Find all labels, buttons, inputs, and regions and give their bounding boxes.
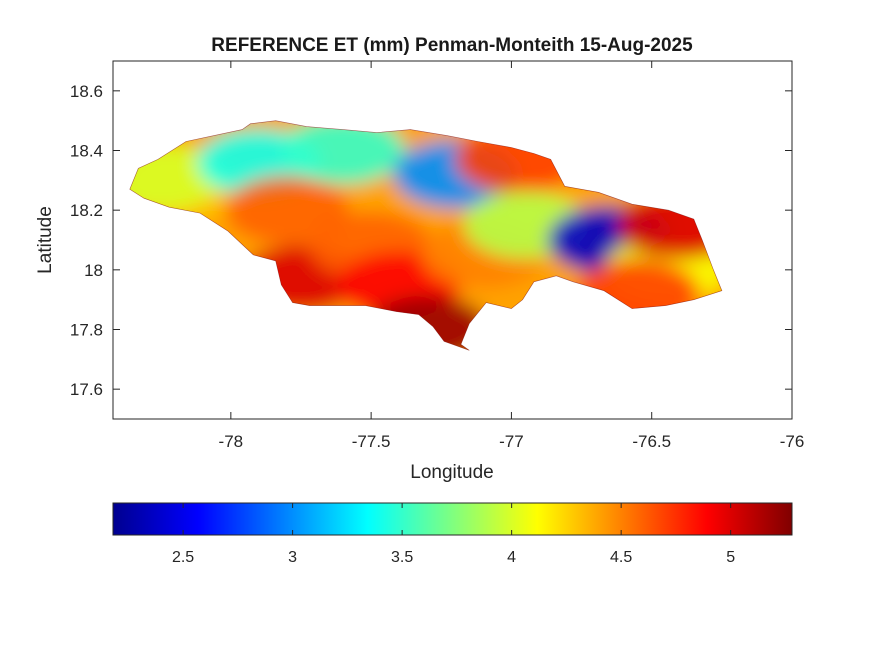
axes-box <box>112 60 793 420</box>
et-hotspot <box>129 143 223 212</box>
y-tick-label: 18.4 <box>70 142 103 161</box>
x-tick-label: -77 <box>499 432 524 451</box>
colorbar-tick-label: 4 <box>507 549 516 566</box>
y-axis-ticks: 17.6 17.8 18 18.2 18.4 18.6 <box>70 82 792 399</box>
colorbar-tick-label: 5 <box>726 549 735 566</box>
y-tick-label: 17.6 <box>70 380 103 399</box>
colorbar-ticks: 2.5 3 3.5 4 4.5 5 <box>172 503 735 566</box>
jamaica-outline <box>129 120 723 351</box>
et-hotspot <box>224 176 349 245</box>
x-tick-label: -76.5 <box>632 432 671 451</box>
x-axis-ticks: -78 -77.5 -77 -76.5 -76 <box>219 61 805 451</box>
y-axis-label: Latitude <box>35 206 56 274</box>
y-tick-label: 17.8 <box>70 321 103 340</box>
y-tick-label: 18 <box>84 261 103 280</box>
colorbar-tick-label: 4.5 <box>610 549 632 566</box>
chart-title: REFERENCE ET (mm) Penman-Monteith 15-Aug… <box>211 35 693 56</box>
colorbar-tick-label: 2.5 <box>172 549 194 566</box>
x-axis-label: Longitude <box>410 462 493 483</box>
plot-area <box>112 60 793 420</box>
x-tick-label: -76 <box>780 432 805 451</box>
et-hotspot <box>281 120 406 185</box>
colorbar-gradient <box>112 502 793 536</box>
x-tick-label: -78 <box>219 432 244 451</box>
colorbar: 2.5 3 3.5 4 4.5 5 <box>112 502 793 566</box>
y-tick-label: 18.2 <box>70 201 103 220</box>
colorbar-tick-label: 3 <box>288 549 297 566</box>
y-tick-label: 18.6 <box>70 82 103 101</box>
x-tick-label: -77.5 <box>352 432 391 451</box>
colorbar-tick-label: 3.5 <box>391 549 413 566</box>
